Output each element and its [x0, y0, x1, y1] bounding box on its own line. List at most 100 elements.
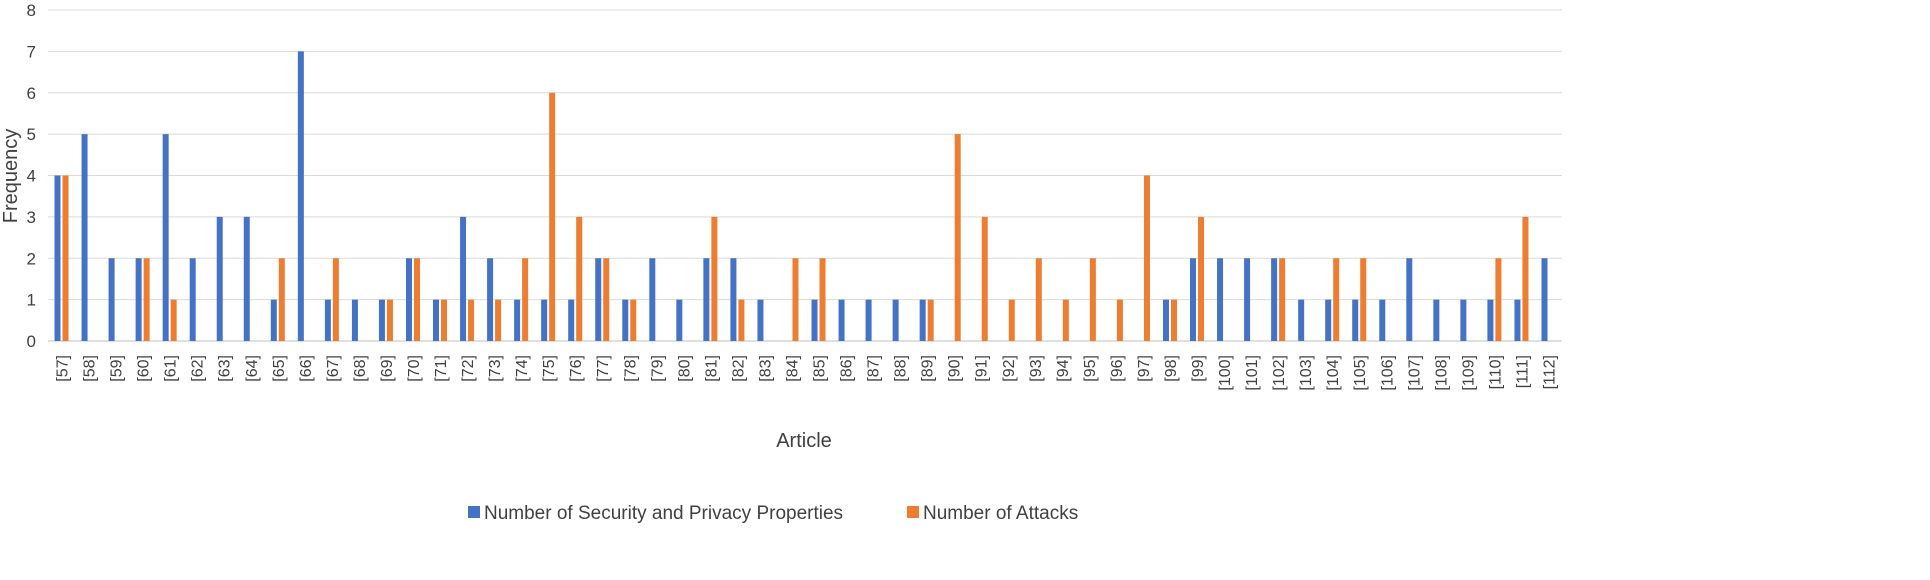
bar-security-privacy: [676, 299, 683, 341]
x-axis-ticks: [57] [58] [59] [60] [61] [62] [63] [64] [65] [66]…: [55, 355, 1559, 391]
x-tick-label: [110]: [1487, 355, 1504, 389]
y-tick-label: 3: [27, 208, 36, 227]
x-tick-label: [109]: [1460, 355, 1477, 391]
x-tick-label: [57]: [55, 355, 72, 382]
legend: Number of Security and Privacy Propertie…: [468, 503, 1078, 524]
bar-security-privacy: [270, 299, 277, 341]
x-tick-label: [67]: [325, 355, 342, 382]
bar-attacks: [1495, 258, 1502, 341]
x-tick-label: [112]: [1541, 355, 1558, 389]
x-tick-label: [83]: [757, 355, 774, 382]
x-tick-label: [87]: [866, 355, 883, 382]
bar-security-privacy: [919, 299, 926, 341]
x-tick-label: [65]: [271, 355, 288, 382]
x-tick-label: [90]: [947, 355, 964, 382]
bar-security-privacy: [1541, 258, 1548, 341]
bar-security-privacy: [297, 51, 304, 341]
bar-security-privacy: [243, 216, 250, 341]
x-tick-label: [74]: [514, 355, 531, 382]
x-tick-label: [61]: [163, 355, 180, 382]
y-tick-label: 2: [27, 249, 36, 268]
bar-security-privacy: [162, 134, 169, 341]
x-tick-label: [60]: [136, 355, 153, 382]
bar-security-privacy: [1379, 299, 1386, 341]
y-tick-label: 7: [27, 42, 36, 61]
bar-security-privacy: [568, 299, 575, 341]
bar-attacks: [62, 175, 69, 341]
x-tick-label: [86]: [839, 355, 856, 382]
bar-security-privacy: [405, 258, 412, 341]
bar-attacks: [954, 134, 961, 341]
bar-security-privacy: [1244, 258, 1251, 341]
bar-security-privacy: [1162, 299, 1169, 341]
y-tick-label: 1: [27, 291, 36, 310]
bar-security-privacy: [1406, 258, 1413, 341]
x-tick-label: [91]: [974, 355, 991, 382]
y-axis-title: Frequency: [0, 129, 22, 224]
x-tick-label: [84]: [784, 355, 801, 382]
x-tick-label: [64]: [244, 355, 261, 382]
x-tick-label: [108]: [1433, 355, 1450, 391]
bar-security-privacy: [1433, 299, 1440, 341]
x-tick-label: [76]: [568, 355, 585, 382]
x-tick-label: [71]: [433, 355, 450, 382]
x-tick-label: [79]: [649, 355, 666, 382]
bar-security-privacy: [1325, 299, 1332, 341]
x-tick-label: [100]: [1217, 355, 1234, 391]
x-tick-label: [98]: [1163, 355, 1180, 382]
bar-security-privacy: [378, 299, 385, 341]
x-tick-label: [96]: [1109, 355, 1126, 382]
x-tick-label: [103]: [1298, 355, 1315, 391]
y-tick-label: 0: [27, 332, 36, 351]
x-tick-label: [95]: [1082, 355, 1099, 382]
x-tick-label: [66]: [298, 355, 315, 382]
bar-security-privacy: [189, 258, 196, 341]
x-tick-label: [93]: [1028, 355, 1045, 382]
bar-attacks: [576, 216, 583, 341]
bar-attacks: [1062, 299, 1069, 341]
bar-attacks: [1522, 216, 1529, 341]
bar-attacks: [1008, 299, 1015, 341]
x-tick-label: [80]: [676, 355, 693, 382]
bar-attacks: [927, 299, 934, 341]
bar-security-privacy: [1190, 258, 1197, 341]
bar-attacks: [981, 216, 988, 341]
bars: [54, 51, 1548, 341]
bar-attacks: [332, 258, 339, 341]
x-tick-label: [97]: [1136, 355, 1153, 382]
x-tick-label: [111]: [1514, 355, 1531, 388]
bar-security-privacy: [541, 299, 548, 341]
bar-security-privacy: [433, 299, 440, 341]
x-tick-label: [70]: [406, 355, 423, 382]
bar-attacks: [1035, 258, 1042, 341]
x-tick-label: [81]: [703, 355, 720, 382]
bar-security-privacy: [730, 258, 737, 341]
x-tick-label: [78]: [622, 355, 639, 382]
bar-security-privacy: [838, 299, 845, 341]
x-tick-label: [72]: [460, 355, 477, 382]
y-tick-label: 4: [27, 167, 36, 186]
bar-attacks: [1170, 299, 1177, 341]
bar-security-privacy: [1460, 299, 1467, 341]
x-tick-label: [88]: [893, 355, 910, 382]
bar-attacks: [522, 258, 529, 341]
bar-security-privacy: [1217, 258, 1224, 341]
bar-security-privacy: [351, 299, 358, 341]
bar-attacks: [603, 258, 610, 341]
bar-attacks: [468, 299, 475, 341]
bar-security-privacy: [892, 299, 899, 341]
x-tick-label: [68]: [352, 355, 369, 382]
legend-label: Number of Security and Privacy Propertie…: [484, 503, 843, 524]
bar-attacks: [1333, 258, 1340, 341]
bar-attacks: [711, 216, 718, 341]
bar-security-privacy: [1514, 299, 1521, 341]
bar-security-privacy: [108, 258, 115, 341]
y-axis-ticks: 0 1 2 3 4 5 6 7 8: [27, 1, 36, 351]
bar-security-privacy: [81, 134, 88, 341]
bar-attacks: [143, 258, 150, 341]
bar-security-privacy: [487, 258, 494, 341]
bar-security-privacy: [703, 258, 710, 341]
bar-attacks: [1116, 299, 1123, 341]
bar-security-privacy: [460, 216, 467, 341]
x-tick-label: [106]: [1379, 355, 1396, 391]
